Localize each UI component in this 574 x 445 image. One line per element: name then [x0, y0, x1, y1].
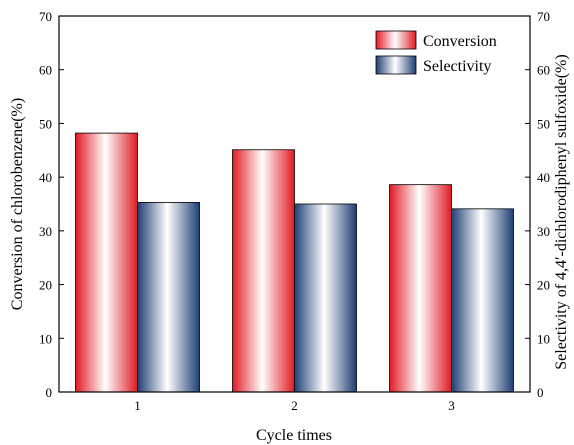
legend-label-conversion: Conversion	[423, 33, 497, 50]
y-tick-label-right: 20	[537, 278, 550, 293]
y-tick-label-left: 20	[39, 278, 52, 293]
y-tick-label-left: 60	[39, 63, 52, 78]
x-tick-label: 1	[134, 398, 141, 413]
ticks-layer: 0 0 10 10 20 20 30 30 40 40 50 50 60 60 70 70 1 2 3	[39, 9, 550, 413]
bar-conversion-2	[232, 149, 295, 393]
bar-selectivity-3	[451, 208, 514, 393]
y-tick-label-right: 30	[537, 224, 550, 239]
legend-swatch-conversion	[375, 30, 417, 50]
bar-conversion-1	[75, 132, 138, 393]
plot-frame	[58, 15, 531, 393]
y-tick-label-right: 70	[537, 9, 550, 24]
y-tick-label-left: 10	[39, 331, 52, 346]
bar-conversion-3	[389, 184, 452, 393]
bars-layer	[75, 132, 514, 393]
bar-selectivity-1	[137, 201, 200, 393]
legend: Conversion Selectivity	[375, 30, 497, 75]
x-axis-title: Cycle times	[256, 427, 332, 444]
y-axis-title-right: Selectivity of 4,4′-dichlorodiphenyl sul…	[553, 54, 570, 369]
legend-label-selectivity: Selectivity	[423, 58, 491, 75]
y-tick-label-left: 50	[39, 116, 52, 131]
y-tick-label-left: 70	[39, 9, 52, 24]
y-tick-label-right: 10	[537, 331, 550, 346]
y-tick-label-left: 40	[39, 170, 52, 185]
y-tick-label-right: 40	[537, 170, 550, 185]
legend-swatch-selectivity	[375, 55, 417, 75]
x-tick-label: 2	[291, 398, 298, 413]
y-tick-label-right: 50	[537, 116, 550, 131]
x-tick-label: 3	[448, 398, 455, 413]
bar-selectivity-2	[294, 203, 357, 393]
y-tick-label-left: 30	[39, 224, 52, 239]
y-tick-label-left: 0	[46, 385, 53, 400]
y-tick-label-right: 60	[537, 63, 550, 78]
y-axis-title-left: Conversion of chlorobenzene(%)	[9, 98, 26, 310]
y-tick-label-right: 0	[537, 385, 544, 400]
